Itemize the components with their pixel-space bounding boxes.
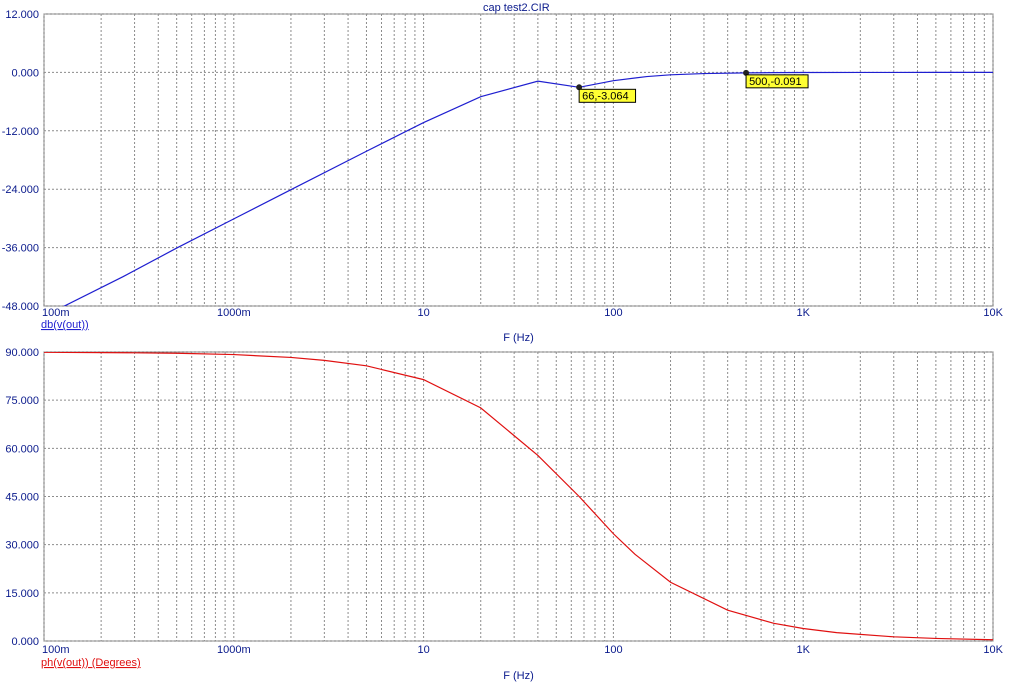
series-line xyxy=(63,71,993,306)
y-tick-label: 0.000 xyxy=(11,636,39,648)
y-tick-label: 45.000 xyxy=(5,492,39,504)
y-expression-label[interactable]: db(v(out)) xyxy=(41,319,89,331)
y-tick-label: 60.000 xyxy=(5,443,39,455)
x-tick-label: 10 xyxy=(417,644,429,656)
plot-frame xyxy=(43,351,994,642)
y-tick-label: 75.000 xyxy=(5,395,39,407)
y-tick-label: -12.000 xyxy=(2,126,39,138)
grid-lines xyxy=(43,13,994,307)
series-line xyxy=(44,352,993,641)
marker-label-box xyxy=(578,88,637,103)
y-tick-label: 90.000 xyxy=(5,347,39,359)
y-tick-label: 15.000 xyxy=(5,588,39,600)
grid-lines xyxy=(43,351,994,642)
y-tick-label: 30.000 xyxy=(5,540,39,552)
x-tick-label: 100 xyxy=(604,644,622,656)
x-tick-label: 10 xyxy=(417,307,429,319)
y-tick-label: -36.000 xyxy=(2,243,39,255)
x-tick-label: 1000m xyxy=(217,307,251,319)
x-tick-label: 100 xyxy=(604,307,622,319)
x-tick-label: 10K xyxy=(983,644,1003,656)
y-tick-label: 12.000 xyxy=(5,9,39,21)
x-tick-label: 100m xyxy=(42,307,70,319)
y-expression-label[interactable]: ph(v(out)) (Degrees) xyxy=(41,657,141,669)
x-axis-label: F (Hz) xyxy=(503,670,534,682)
y-tick-label: -24.000 xyxy=(2,184,39,196)
marker-label-box xyxy=(745,74,809,89)
marker-label: 66,-3.064 xyxy=(582,90,628,102)
y-tick-label: 0.000 xyxy=(11,67,39,79)
x-tick-label: 10K xyxy=(983,307,1003,319)
x-tick-label: 1000m xyxy=(217,644,251,656)
x-tick-label: 1K xyxy=(796,307,810,319)
marker-label: 500,-0.091 xyxy=(749,76,802,88)
x-tick-label: 1K xyxy=(796,644,810,656)
plot-frame xyxy=(43,13,994,307)
x-tick-label: 100m xyxy=(42,644,70,656)
plot-panel-2[interactable]: 90.000 75.000 60.000 45.000 30.000 15.000 0.00… xyxy=(5,347,1003,682)
x-axis-label: F (Hz) xyxy=(503,332,534,344)
y-tick-label: -48.000 xyxy=(2,301,39,313)
window-title: cap test2.CIR xyxy=(483,2,550,14)
